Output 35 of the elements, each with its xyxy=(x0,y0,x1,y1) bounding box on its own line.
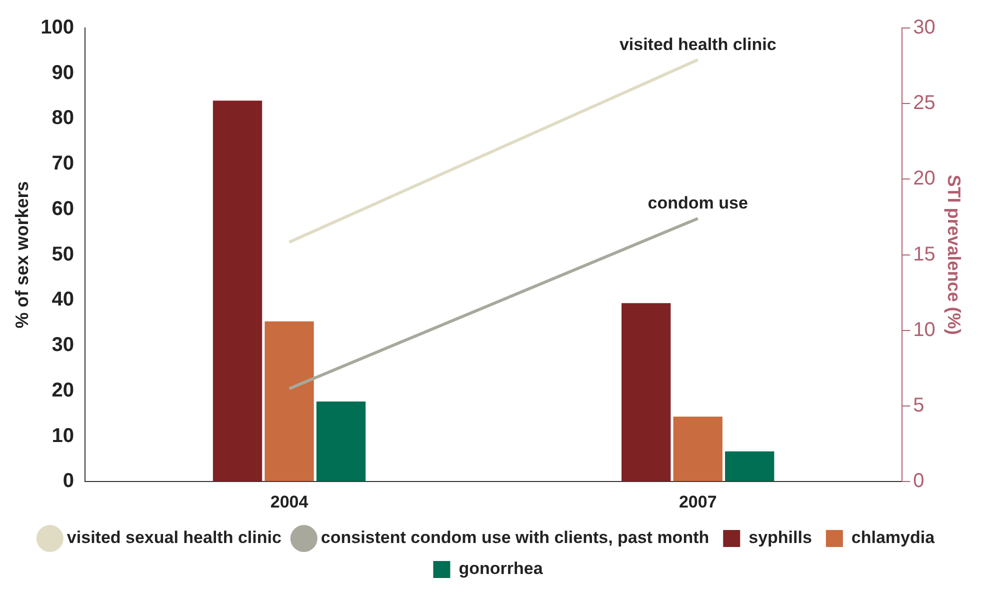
legend-label: syphills xyxy=(748,528,812,548)
bar xyxy=(725,451,774,482)
y2-tick-label: 15 xyxy=(913,243,936,266)
y-tick-label: 60 xyxy=(52,198,74,220)
y2-tick-label: 30 xyxy=(913,16,936,39)
y2-axis-title: STI prevalence (%) xyxy=(944,174,964,335)
x-tick-label: 2007 xyxy=(678,492,717,512)
y2-tick-label: 5 xyxy=(913,394,924,417)
annotation: condom use xyxy=(648,194,748,213)
y2-tick-label: 10 xyxy=(913,318,936,341)
y-tick-label: 80 xyxy=(52,107,74,130)
y-tick-label: 100 xyxy=(40,16,74,39)
y-tick-label: 10 xyxy=(52,424,74,447)
y-tick-label: 50 xyxy=(52,243,74,266)
y2-tick-label: 25 xyxy=(913,92,936,114)
y-tick-label: 30 xyxy=(52,334,74,356)
y-tick-label: 40 xyxy=(52,288,74,311)
y2-tick-label: 20 xyxy=(913,168,936,190)
bar xyxy=(212,100,262,482)
y2-tick-label: 0 xyxy=(913,470,924,492)
bar xyxy=(673,416,722,482)
legend-label: consistent condom use with clients, past month xyxy=(320,528,710,548)
y-axis-title: % of sex workers xyxy=(12,181,32,328)
legend-label: chlamydia xyxy=(851,528,936,548)
y-tick-label: 20 xyxy=(52,379,74,402)
y-tick-label: 0 xyxy=(62,470,74,492)
legend-label: gonorrhea xyxy=(458,559,544,578)
y-tick-label: 70 xyxy=(52,152,74,175)
bar xyxy=(622,303,671,482)
bar xyxy=(316,401,366,482)
annotation: visited health clinic xyxy=(619,34,776,54)
x-tick-label: 2004 xyxy=(270,492,309,512)
bar xyxy=(264,321,314,482)
y-tick-label: 90 xyxy=(52,62,74,84)
legend-label: visited sexual health clinic xyxy=(66,528,282,548)
